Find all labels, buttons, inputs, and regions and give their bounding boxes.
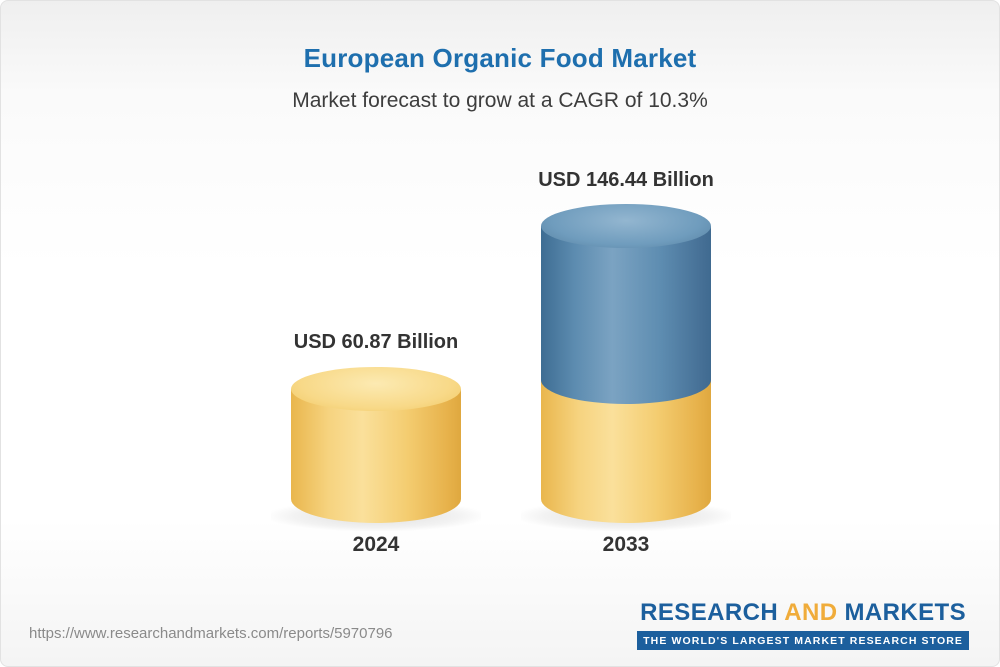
logo-word-and: AND — [784, 599, 838, 626]
logo-word-research: RESEARCH — [640, 599, 779, 626]
bar-2033-cylinder-top — [541, 204, 711, 248]
logo-tagline: THE WORLD'S LARGEST MARKET RESEARCH STOR… — [637, 631, 969, 650]
research-and-markets-logo: RESEARCH AND MARKETS THE WORLD'S LARGEST… — [637, 599, 969, 650]
value-label-2033: USD 146.44 Billion — [538, 169, 714, 191]
bar-2033-base-segment — [541, 381, 711, 523]
logo-word-markets: MARKETS — [844, 599, 966, 626]
value-label-2024: USD 60.87 Billion — [293, 331, 459, 353]
bar-2024-cylinder-top — [291, 367, 461, 411]
chart-title: European Organic Food Market — [303, 43, 697, 73]
bar-2033-growth-segment — [541, 226, 711, 404]
logo-wordmark: RESEARCH AND MARKETS — [637, 599, 969, 627]
report-url: https://www.researchandmarkets.com/repor… — [29, 625, 393, 642]
category-label-2033: 2033 — [602, 533, 650, 556]
bar-2024-cylinder — [291, 389, 461, 523]
chart-subtitle: Market forecast to grow at a CAGR of 10.… — [292, 89, 708, 112]
category-label-2024: 2024 — [352, 533, 400, 556]
